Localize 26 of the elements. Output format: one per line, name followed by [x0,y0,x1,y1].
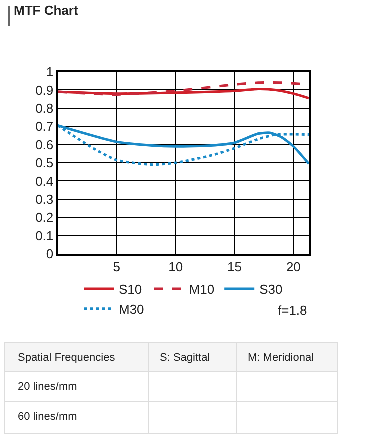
text: S: Sagittal [160,352,210,364]
y-tick-label: 0.1 [36,228,54,244]
y-tick-label: 0.6 [36,137,54,152]
y-tick-label: 1 [46,64,54,80]
legend-label: S30 [260,282,283,298]
text: Spatial Frequencies [18,352,116,364]
y-tick-label: 0.5 [36,156,54,171]
y-tick-label: 0 [46,246,54,262]
text: f=1.8 [278,303,308,318]
text: 60 lines/mm [18,411,78,423]
x-tick-label: 10 [168,259,184,274]
y-tick-label: 0.4 [36,174,54,189]
y-tick-label: 0.3 [36,192,54,207]
y-tick-label: 0.8 [36,100,54,116]
y-tick-label: 0.7 [36,119,54,134]
x-tick-label: 5 [113,259,121,274]
y-tick-label: 0.2 [36,210,54,226]
y-tick-label: 0.9 [36,82,54,98]
legend-label: M10 [189,282,215,298]
legend-label: M30 [119,302,144,317]
chart-title: MTF Chart [14,3,79,18]
text: M: Meridional [248,352,314,364]
x-tick-label: 15 [228,259,242,274]
x-tick-label: 20 [286,259,301,274]
legend-label: S10 [119,282,142,298]
text: 20 lines/mm [18,381,78,393]
